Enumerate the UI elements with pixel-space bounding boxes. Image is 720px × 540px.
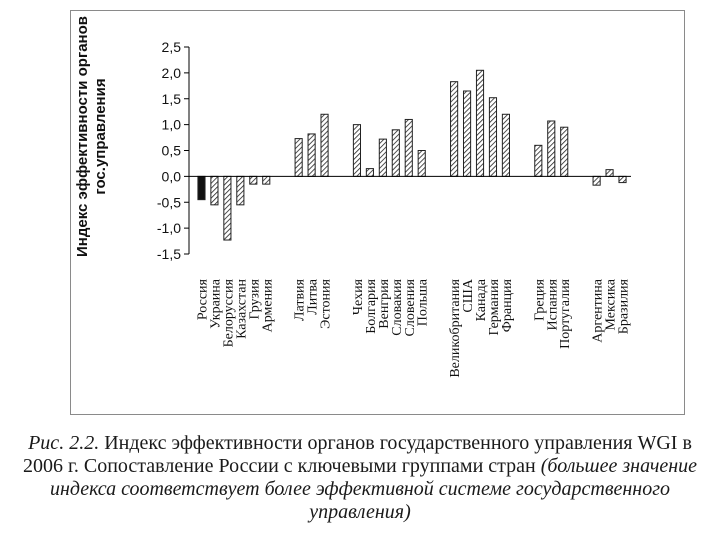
x-tick-label: Литва [306,278,321,315]
bar-Болгария [365,168,374,177]
bar-Испания [547,120,556,177]
x-tick-label: Словакия [390,278,405,335]
x-tick-label: Грузия [247,278,262,319]
bar-Польша [417,150,426,177]
x-tick-label: Болгария [364,278,379,333]
x-tick-label: Великобритания [448,278,463,377]
y-tick-label: 0,0 [162,168,182,184]
y-tick-label: -1,5 [157,246,181,262]
bar-Армения [262,175,271,185]
caption-main: Индекс эффективности органов государстве… [22,432,692,477]
bar-Греция [534,144,543,177]
bar-Аргентина [592,175,601,186]
y-tick-label: 2,5 [162,39,182,55]
y-axis-title-line-2: гос.управления [92,78,109,194]
axes [188,47,631,254]
x-axis-labels: РоссияУкраинаБелоруссияКазахстанГрузияАр… [195,278,631,378]
caption-lead: Рис. 2.2. [28,432,100,454]
x-tick-label: Украина [208,278,223,329]
bar-Канада [475,69,485,177]
x-tick-label: Эстония [319,278,334,328]
bar-Россия [197,175,206,201]
chart-frame: Индекс эффективности органовгос.управлен… [70,10,685,415]
x-tick-label: Греция [532,278,547,320]
y-tick-label: 1,0 [162,117,182,133]
y-axis-title: Индекс эффективности органовгос.управлен… [74,16,109,257]
bar-Грузия [249,175,258,185]
bar-Бразилия [618,175,627,184]
x-tick-label: Португалия [558,278,573,348]
x-tick-label: Франция [500,278,515,332]
bar-Латвия [294,138,303,177]
bar-США [462,90,472,177]
bar-Франция [501,113,510,177]
bar-Казахстан [236,175,245,206]
bar-Литва [307,133,316,177]
x-tick-label: Аргентина [591,278,606,342]
x-tick-label: Россия [195,278,210,320]
bar-Словения [404,118,413,177]
y-tick-label: -1,0 [157,220,181,236]
bar-Эстония [320,113,329,177]
x-tick-label: Испания [545,278,560,330]
bar-Португалия [560,126,569,177]
x-tick-label: Казахстан [234,278,249,338]
y-tick-label: 1,5 [162,91,182,107]
x-tick-label: Армения [260,278,275,332]
bar-Белоруссия [223,175,232,241]
x-tick-label: Чехия [351,278,366,315]
x-tick-label: Словения [403,278,418,336]
x-tick-label: Бразилия [617,278,632,334]
x-tick-label: Канада [474,278,489,321]
x-tick-label: Германия [487,278,502,335]
x-tick-label: Белоруссия [221,278,236,347]
bar-Великобритания [450,81,459,177]
x-tick-label: Мексика [604,278,619,330]
bar-Украина [210,175,219,206]
caption-note: (большее значение индекса соответствует … [49,455,698,523]
y-tick-label: 0,5 [162,143,182,159]
y-tick-label: 2,0 [162,65,182,81]
figure-caption: Рис. 2.2. Индекс эффективности органов г… [10,432,710,524]
y-axis-title-line-1: Индекс эффективности органов [74,16,91,257]
bar-Венгрия [378,138,387,177]
bar-Мексика [605,169,614,177]
bar-Словакия [391,129,400,177]
y-axis-ticks: 2,5 2,0 1,5 1,0 0,5 0,0 -0,5 -1,0 -1,5 [157,39,189,262]
x-tick-label: Польша [416,278,431,326]
y-tick-label: -0,5 [157,194,181,210]
y-axis-title-group: Индекс эффективности органовгос.управлен… [74,16,109,257]
bar-Германия [488,97,498,177]
x-tick-label: Венгрия [377,278,392,328]
x-tick-label: США [461,278,476,312]
bar-Чехия [352,124,362,177]
bars [197,69,627,241]
x-tick-label: Латвия [293,278,308,321]
wgi-bar-chart: Индекс эффективности органовгос.управлен… [74,16,632,378]
